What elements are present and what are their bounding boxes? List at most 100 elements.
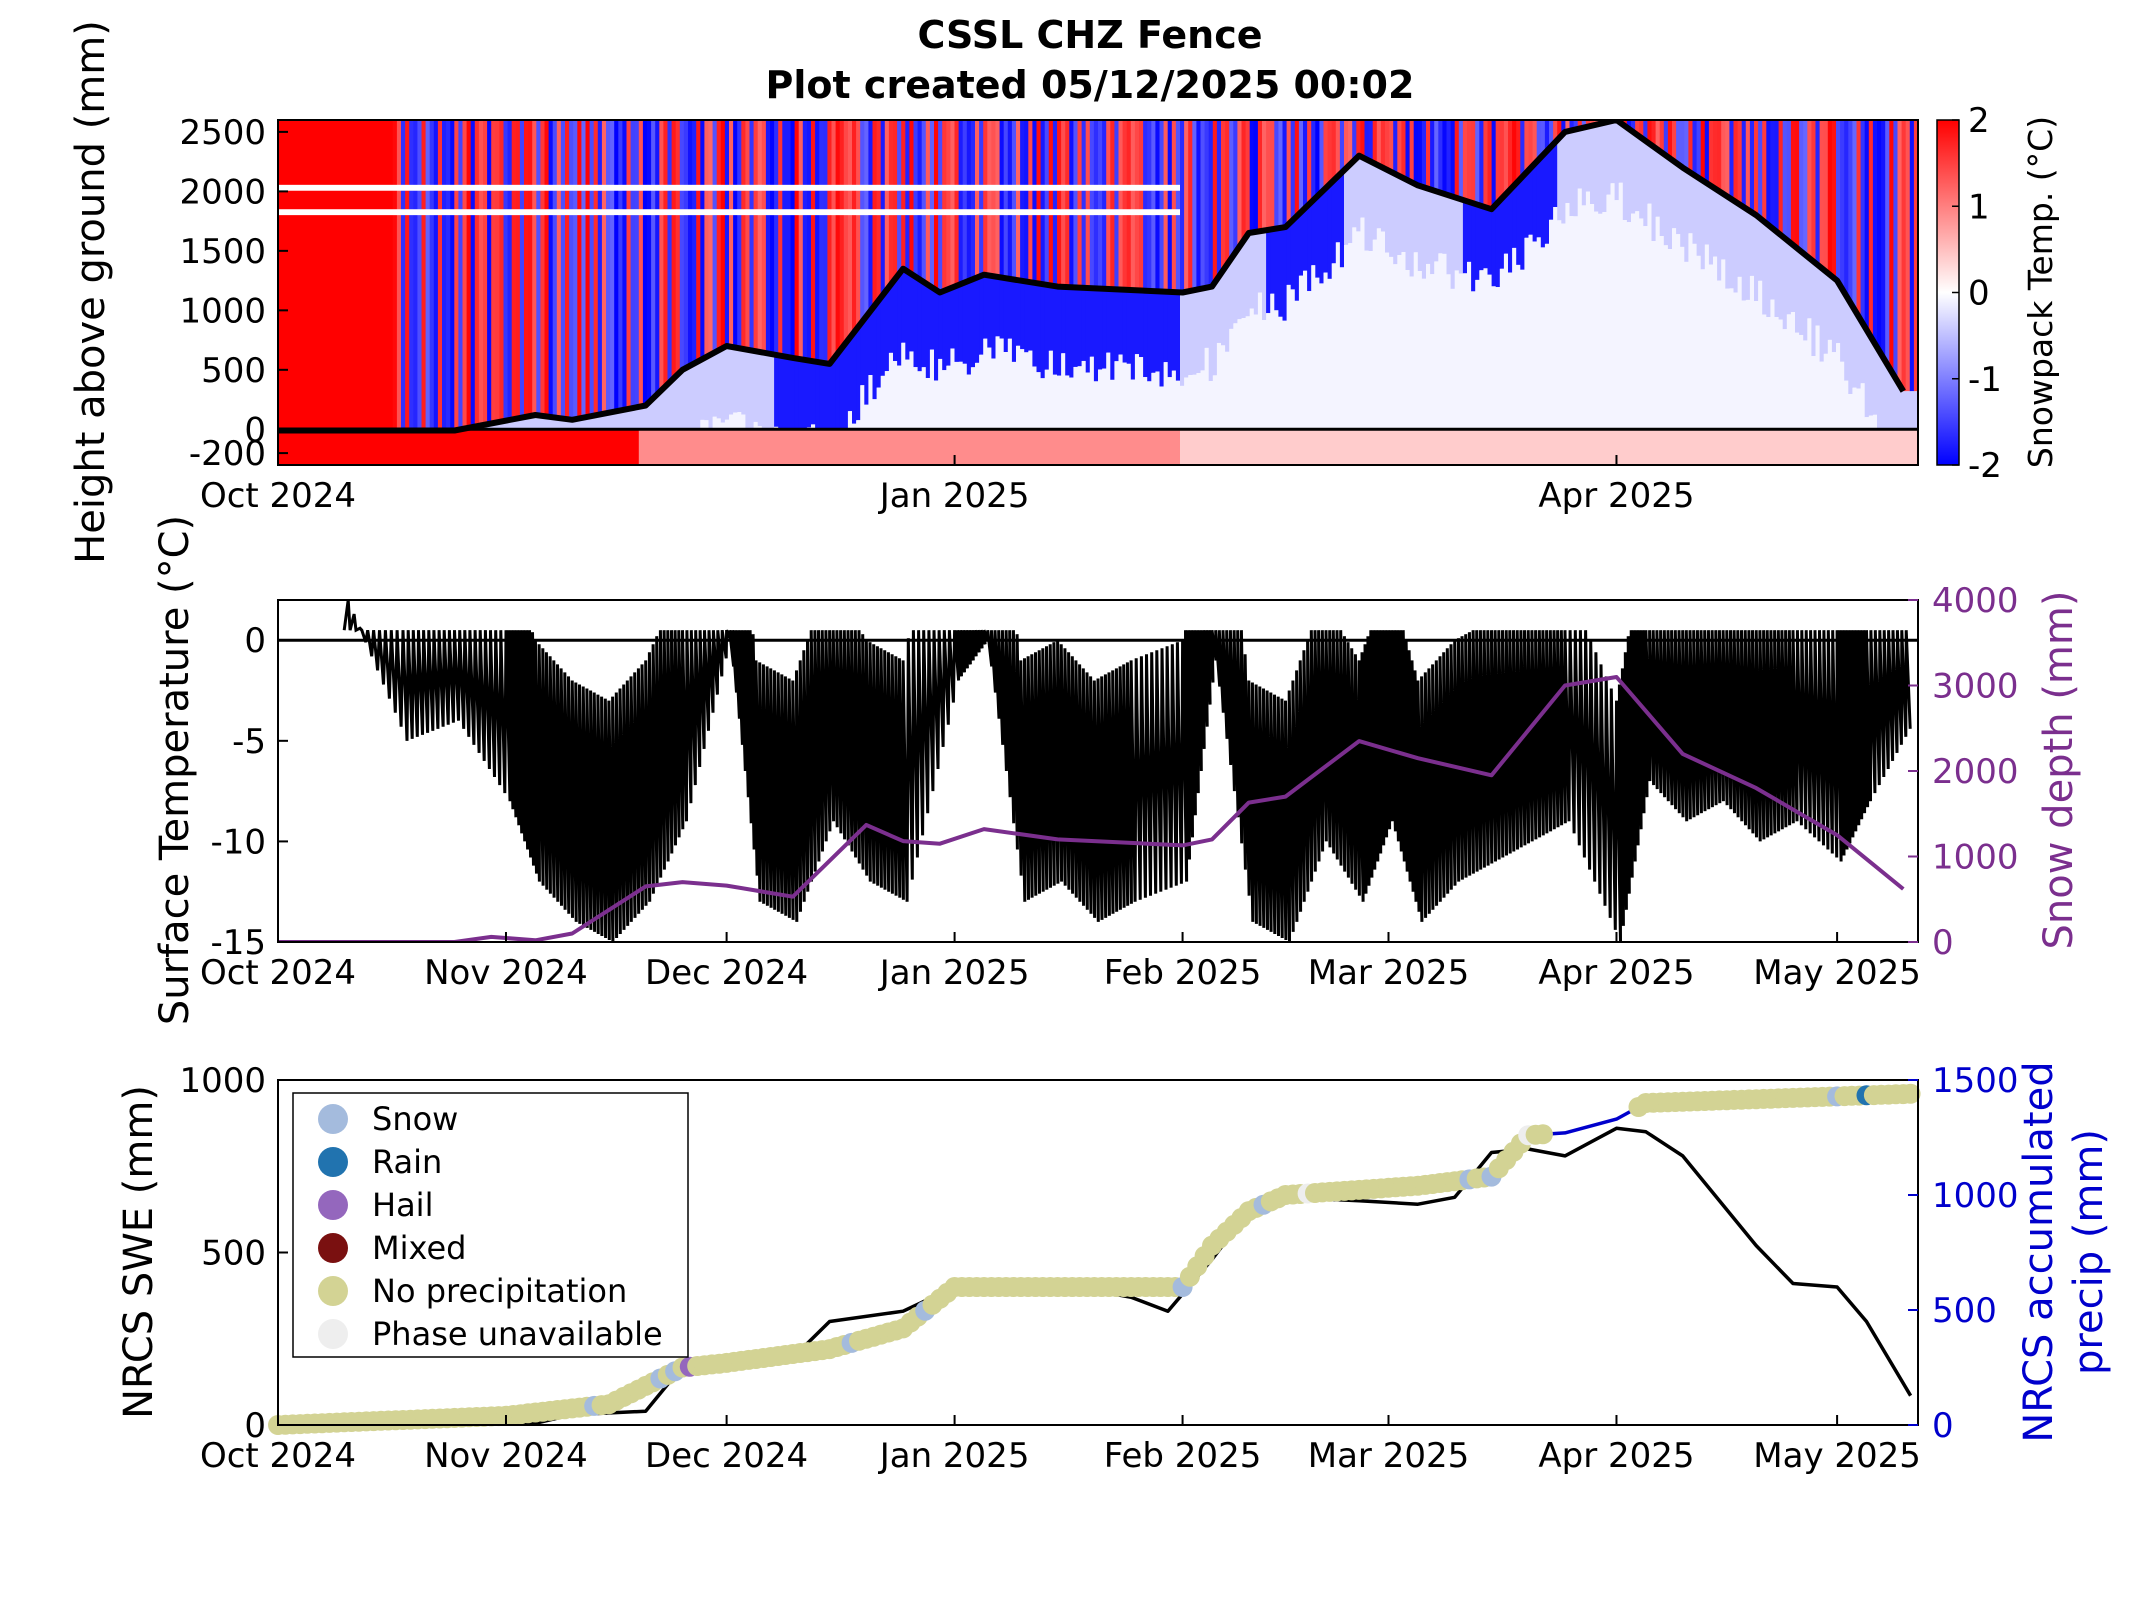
heatmap-air-column: [983, 120, 988, 275]
heatmap-ground-column: [1745, 429, 1751, 465]
heatmap-snow-cold-layer: [536, 415, 541, 430]
colorbar-tick-label: 2: [1968, 101, 1990, 141]
heatmap-ground-column: [1106, 429, 1111, 465]
heatmap-snow-column: [741, 414, 746, 430]
heatmap-snow-cold-layer: [1581, 127, 1587, 206]
heatmap-ground-column: [716, 429, 722, 465]
heatmap-ground-column: [1733, 429, 1739, 465]
heatmap-air-column: [1516, 120, 1521, 182]
heatmap-ground-column: [495, 429, 500, 465]
heatmap-snow-cold-layer: [1298, 212, 1304, 276]
heatmap-air-column: [413, 120, 418, 430]
heatmap-ground-column: [737, 429, 742, 465]
heatmap-snow-cold-layer: [1327, 184, 1333, 279]
heatmap-snow-cold-layer: [1372, 163, 1378, 240]
heatmap-air-column: [1397, 120, 1402, 177]
heatmap-snow-column: [1102, 368, 1107, 430]
heatmap-air-column: [1676, 120, 1681, 165]
panel2-y-axis-label: Surface Temperature (°C): [152, 515, 198, 1025]
heatmap-air-column: [1114, 120, 1120, 290]
heatmap-air-column: [589, 120, 595, 417]
heatmap-ground-column: [1471, 429, 1476, 465]
heatmap-air-column: [1409, 120, 1415, 183]
heatmap-air-column: [995, 120, 1001, 277]
heatmap-ground-column: [1323, 429, 1329, 465]
heatmap-snow-cold-layer: [1721, 193, 1726, 260]
heatmap-snow-cold-layer: [618, 410, 623, 430]
heatmap-snow-cold-layer: [1643, 140, 1648, 227]
heatmap-snow-cold-layer: [929, 287, 935, 350]
heatmap-snow-column: [917, 371, 923, 430]
heatmap-snow-cold-layer: [720, 348, 726, 423]
heatmap-snow-cold-layer: [757, 351, 763, 427]
heatmap-ground-column: [1426, 429, 1431, 465]
heatmap-air-column: [585, 120, 591, 417]
heatmap-snow-column: [1393, 264, 1398, 430]
heatmap-snow-column: [1696, 255, 1702, 430]
heatmap-ground-column: [1606, 429, 1612, 465]
heatmap-ground-column: [811, 429, 816, 465]
heatmap-air-column: [626, 120, 632, 409]
heatmap-snow-column: [1631, 213, 1636, 430]
heatmap-ground-column: [1438, 429, 1443, 465]
heatmap-snow-column: [1081, 360, 1087, 430]
heatmap-ground-column: [1204, 429, 1210, 465]
heatmap-ground-column: [1319, 429, 1325, 465]
heatmap-ground-column: [1479, 429, 1484, 465]
heatmap-snow-cold-layer: [491, 423, 496, 430]
heatmap-snow-cold-layer: [1323, 188, 1329, 273]
heatmap-snow-cold-layer: [1741, 207, 1747, 301]
heatmap-air-column: [782, 120, 787, 357]
heatmap-ground-column: [663, 429, 669, 465]
heatmap-ground-column: [913, 429, 919, 465]
heatmap-air-column: [1274, 120, 1279, 229]
heatmap-ground-column: [1372, 429, 1378, 465]
heatmap-air-column: [634, 120, 640, 408]
heatmap-snow-column: [1114, 361, 1120, 430]
panel2-y-ticks: 0 -5 -10 -15: [210, 621, 288, 963]
heatmap-snow-cold-layer: [1307, 204, 1312, 292]
heatmap-snow-column: [1188, 375, 1193, 430]
heatmap-air-column: [491, 120, 496, 424]
heatmap-snow-cold-layer: [1491, 206, 1497, 287]
heatmap-ground-column: [606, 429, 611, 465]
heatmap-snow-column: [1126, 363, 1132, 430]
heatmap-air-column: [798, 120, 804, 360]
heatmap-snow-cold-layer: [507, 419, 513, 430]
heatmap-ground-column: [1007, 429, 1013, 465]
heatmap-snow-cold-layer: [1790, 244, 1796, 313]
heatmap-air-column: [606, 120, 611, 413]
heatmap-snow-column: [1401, 252, 1407, 430]
colorbar-tick-label: 0: [1968, 274, 1990, 314]
heatmap-air-column: [966, 120, 972, 281]
heatmap-snow-column: [1577, 188, 1583, 430]
panel2-x-tick-label: May 2025: [1753, 953, 1921, 993]
heatmap-ground-column: [1913, 429, 1918, 465]
heatmap-snow-cold-layer: [1102, 288, 1107, 369]
heatmap-air-column: [1368, 120, 1374, 162]
heatmap-ground-column: [544, 429, 550, 465]
heatmap-ground-column: [1688, 429, 1694, 465]
heatmap-ground-column: [466, 429, 472, 465]
heatmap-snow-cold-layer: [847, 337, 853, 412]
heatmap-ground-column: [1840, 429, 1845, 465]
heatmap-ground-column: [872, 429, 878, 465]
heatmap-snow-column: [1479, 270, 1484, 430]
heatmap-snow-column: [876, 387, 882, 430]
heatmap-air-column: [1626, 120, 1632, 129]
heatmap-snow-cold-layer: [1831, 278, 1837, 353]
heatmap-air-column: [970, 120, 976, 280]
heatmap-ground-column: [1618, 429, 1624, 465]
heatmap-air-column: [1098, 120, 1103, 289]
heatmap-snow-column: [1553, 207, 1558, 430]
heatmap-snow-cold-layer: [1151, 291, 1156, 373]
heatmap-snow-cold-layer: [655, 394, 660, 430]
heatmap-snow-column: [1110, 379, 1115, 430]
heatmap-snow-column: [1397, 255, 1402, 430]
heatmap-snow-column: [1762, 314, 1767, 430]
heatmap-snow-column: [1085, 372, 1091, 430]
heatmap-ground-column: [1307, 429, 1312, 465]
heatmap-ground-column: [581, 429, 587, 465]
heatmap-snow-cold-layer: [1397, 176, 1402, 256]
heatmap-snow-cold-layer: [1233, 252, 1238, 324]
